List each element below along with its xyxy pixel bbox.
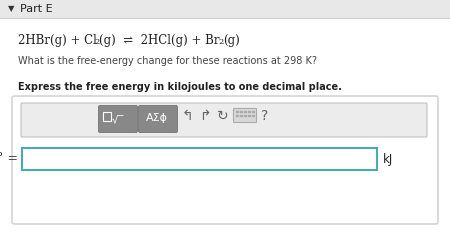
Text: ?: ? [261,109,269,123]
Text: 2: 2 [218,38,223,45]
Bar [252,115,255,117]
Text: √̅: √̅ [112,114,125,124]
Text: ↻: ↻ [217,109,229,123]
Text: (g): (g) [223,34,240,47]
Text: ↱: ↱ [199,109,211,123]
Bar [240,111,243,113]
Text: ▼: ▼ [8,4,14,14]
Bar [236,115,238,117]
Bar [0,0,450,18]
Bar [248,115,251,117]
Text: What is the free-energy change for these reactions at 298 K?: What is the free-energy change for these… [18,56,317,66]
Bar [236,111,238,113]
Text: kJ: kJ [383,153,393,165]
Text: 2HBr(g) + Cl: 2HBr(g) + Cl [18,34,97,47]
Bar [240,115,243,117]
Text: AΣϕ: AΣϕ [146,113,168,123]
FancyBboxPatch shape [139,106,177,133]
FancyBboxPatch shape [21,103,427,137]
Text: ↰: ↰ [181,109,193,123]
Text: Express the free energy in kilojoules to one decimal place.: Express the free energy in kilojoules to… [18,82,342,92]
FancyBboxPatch shape [99,106,138,133]
Bar [22,148,377,170]
Bar [103,112,111,121]
FancyBboxPatch shape [234,109,256,123]
Text: ΔG° =: ΔG° = [0,153,18,165]
Bar [248,111,251,113]
Bar [252,111,255,113]
Bar [244,115,247,117]
Text: 2: 2 [94,38,99,45]
FancyBboxPatch shape [12,96,438,224]
Bar [244,111,247,113]
Text: Part E: Part E [20,4,53,14]
Text: (g)  ⇌  2HCl(g) + Br: (g) ⇌ 2HCl(g) + Br [99,34,220,47]
